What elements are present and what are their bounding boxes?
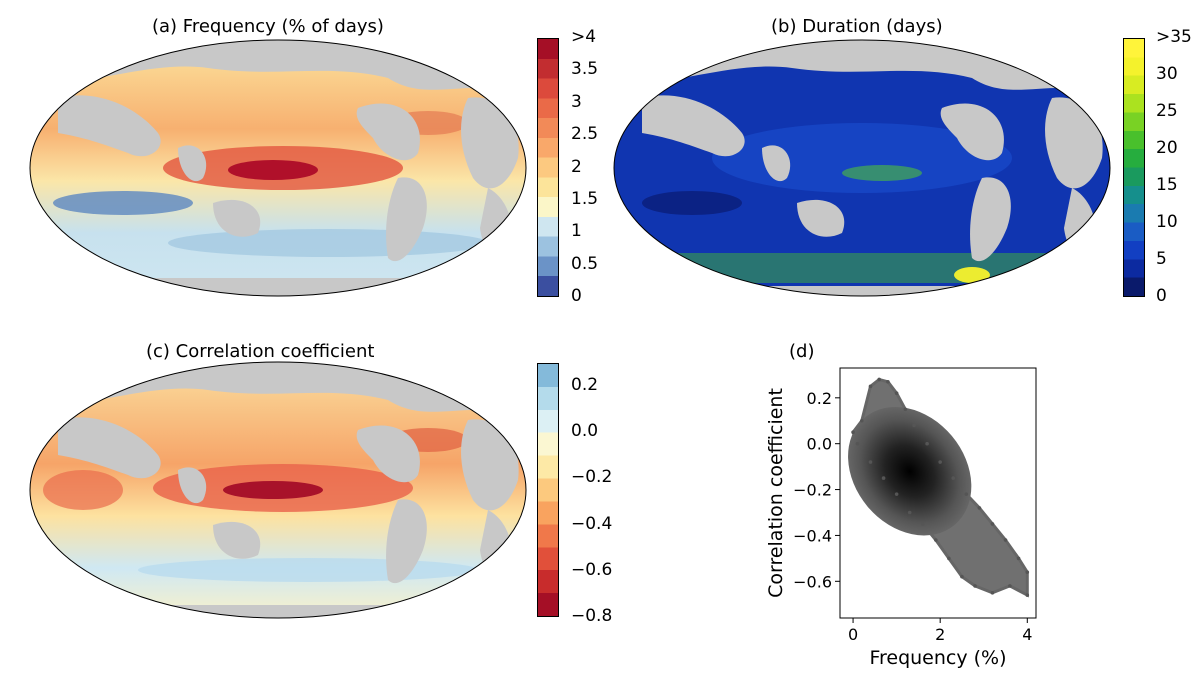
colorbar-b-label: 15 xyxy=(1156,175,1178,195)
panel-b-map xyxy=(613,39,1111,297)
plot-frame xyxy=(839,367,1037,619)
colorbar-c-label: −0.8 xyxy=(571,606,613,626)
scatter-point xyxy=(851,430,855,435)
scatter-point xyxy=(977,506,982,510)
colorbar-b-label: 20 xyxy=(1156,138,1178,158)
y-tick-label: −0.2 xyxy=(793,481,832,500)
y-tick-label: 0.0 xyxy=(807,435,832,454)
density-core xyxy=(848,406,972,536)
x-tick-label: 4 xyxy=(1022,625,1032,644)
y-ticks: 0.2 0.0 −0.2 −0.4 −0.6 xyxy=(793,389,840,591)
scatter-point xyxy=(964,492,969,496)
colorbar-b-label: 30 xyxy=(1156,64,1178,84)
scatter-point xyxy=(912,423,916,428)
colorbar-a-label: 1.5 xyxy=(571,188,599,209)
scatter-point xyxy=(894,492,899,496)
scatter-point xyxy=(886,379,890,384)
colorbar-b-fill xyxy=(1124,39,1144,296)
panel-a-title: (a) Frequency (% of days) xyxy=(152,16,384,37)
colorbar-b xyxy=(1123,38,1145,297)
colorbar-c-label: −0.4 xyxy=(571,513,613,534)
scatter-point xyxy=(1025,593,1030,597)
colorbar-c-label: −0.2 xyxy=(571,467,613,488)
scatter-point xyxy=(973,584,977,588)
scatter-layer xyxy=(848,377,1030,598)
scatter-point xyxy=(960,574,964,579)
colorbar-a-label: 2 xyxy=(571,156,582,177)
scatter-point xyxy=(881,476,886,480)
scatter-point xyxy=(868,460,873,464)
panel-c-title: (c) Correlation coefficient xyxy=(146,341,375,362)
colorbar-a-label: 3 xyxy=(571,91,582,112)
panel-b-title: (b) Duration (days) xyxy=(771,16,943,37)
colorbar-c-label: 0.0 xyxy=(571,421,599,442)
panel-c-map xyxy=(29,361,527,619)
scatter-point xyxy=(868,384,873,389)
panel-d-title: (d) xyxy=(789,341,815,362)
scatter-point xyxy=(1008,584,1012,588)
scatter-point xyxy=(920,522,925,526)
colorbar-a-label: >4 xyxy=(571,27,597,47)
scatter-point xyxy=(877,377,881,382)
colorbar-b-label: 25 xyxy=(1156,101,1178,121)
colorbar-a-label: 0.5 xyxy=(571,253,599,274)
colorbar-b-label: 0 xyxy=(1156,286,1167,306)
colorbar-a-label: 1 xyxy=(571,221,582,242)
scatter-point xyxy=(859,418,864,423)
y-tick-label: −0.4 xyxy=(793,526,832,545)
colorbar-a xyxy=(537,38,559,297)
y-tick-label: 0.2 xyxy=(807,389,832,408)
scatter-point xyxy=(1016,556,1021,561)
scatter-point xyxy=(855,441,860,446)
scatter-point xyxy=(934,538,938,542)
colorbar-a-label: 3.5 xyxy=(571,59,599,80)
colorbar-c-label: 0.2 xyxy=(571,374,599,395)
colorbar-b-label: >35 xyxy=(1156,27,1192,47)
scatter-point xyxy=(925,441,929,446)
colorbar-b-label: 10 xyxy=(1156,212,1178,232)
colorbar-c-fill xyxy=(538,364,558,616)
colorbar-c xyxy=(537,363,559,617)
scatter-point xyxy=(1025,570,1030,574)
colorbar-a-fill xyxy=(538,39,558,296)
x-ticks: 0 2 4 xyxy=(848,618,1032,644)
x-tick-label: 0 xyxy=(848,625,858,644)
scatter-point xyxy=(947,556,951,561)
colorbar-a-label: 0 xyxy=(571,286,582,306)
scatter-point xyxy=(894,391,899,396)
colorbar-c-label: −0.6 xyxy=(571,559,613,580)
scatter-point xyxy=(990,522,995,526)
scatter-point xyxy=(903,407,908,412)
colorbar-b-label: 5 xyxy=(1156,249,1167,269)
scatter-plot: 0 2 4 0.2 0.0 −0.2 −0.4 −0.6 Frequency (%) Cor… xyxy=(765,367,1037,669)
scatter-point xyxy=(1003,538,1008,542)
y-axis-label: Correlation coefficient xyxy=(765,388,787,598)
scatter-point xyxy=(907,510,912,515)
scatter-point xyxy=(951,476,956,480)
x-tick-label: 2 xyxy=(935,625,945,644)
colorbar-a-label: 2.5 xyxy=(571,124,599,145)
y-tick-label: −0.6 xyxy=(793,572,832,591)
panel-a-map xyxy=(29,39,527,297)
x-axis-label: Frequency (%) xyxy=(869,647,1006,669)
scatter-point xyxy=(990,590,995,595)
scatter-point xyxy=(938,460,942,464)
